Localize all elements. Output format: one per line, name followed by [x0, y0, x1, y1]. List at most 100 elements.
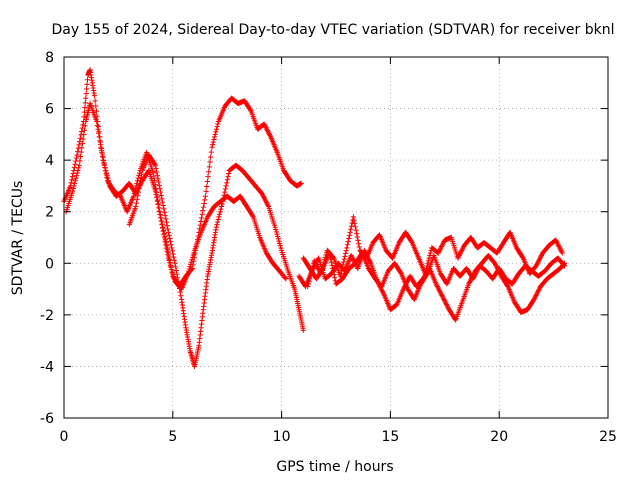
- data-point: [349, 220, 355, 226]
- data-point: [93, 108, 100, 114]
- data-point: [204, 183, 210, 190]
- data-point: [168, 264, 174, 271]
- data-point: [331, 272, 337, 278]
- data-point: [71, 164, 78, 170]
- data-point: [169, 245, 175, 251]
- data-point: [75, 145, 81, 151]
- data-point: [189, 257, 195, 263]
- chart-title: Day 155 of 2024, Sidereal Day-to-day VTE…: [52, 22, 615, 38]
- data-point: [164, 223, 170, 229]
- data-point: [161, 232, 167, 238]
- data-point: [351, 217, 357, 223]
- data-point: [91, 93, 98, 99]
- data-point: [166, 232, 172, 239]
- data-point: [93, 103, 99, 109]
- data-point: [170, 251, 176, 257]
- y-tick-label: -6: [40, 411, 54, 427]
- data-point: [158, 192, 164, 199]
- data-point: [176, 282, 182, 288]
- data-point: [178, 293, 184, 299]
- data-point: [224, 177, 231, 183]
- data-point: [155, 201, 161, 208]
- data-point: [83, 91, 89, 97]
- data-point: [188, 259, 194, 265]
- data-point: [81, 127, 88, 133]
- data-point: [216, 214, 222, 220]
- data-point: [165, 255, 172, 261]
- data-point: [75, 149, 81, 155]
- data-point: [205, 174, 211, 180]
- series-arc-2: [63, 100, 289, 292]
- data-point: [300, 327, 306, 333]
- data-point: [202, 197, 208, 203]
- data-point: [77, 135, 83, 141]
- data-point: [326, 250, 333, 256]
- data-point: [330, 265, 336, 272]
- data-point: [94, 118, 100, 125]
- data-point: [200, 204, 207, 210]
- data-point: [278, 245, 284, 251]
- data-point: [97, 138, 103, 144]
- data-point: [167, 239, 174, 245]
- data-point: [191, 250, 197, 256]
- data-point: [163, 219, 170, 225]
- data-point: [69, 177, 75, 183]
- data-point: [277, 243, 283, 249]
- data-point: [346, 235, 352, 242]
- data-point: [174, 271, 180, 277]
- data-point: [209, 144, 215, 150]
- plot-frame: [63, 56, 609, 419]
- data-point: [221, 192, 227, 198]
- data-point: [210, 139, 216, 145]
- data-point: [177, 289, 183, 295]
- data-point: [350, 214, 357, 220]
- data-point: [220, 195, 227, 201]
- data-point: [307, 273, 313, 279]
- data-point: [99, 153, 106, 159]
- data-point: [332, 275, 338, 281]
- data-point: [137, 182, 143, 188]
- data-point: [75, 167, 81, 174]
- data-point: [82, 123, 88, 129]
- data-point: [79, 145, 85, 151]
- data-markers: [61, 67, 568, 370]
- data-point: [84, 77, 91, 83]
- data-point: [176, 285, 183, 292]
- data-point: [190, 262, 196, 268]
- data-point: [158, 218, 164, 224]
- data-point: [167, 262, 174, 268]
- data-point: [353, 227, 359, 233]
- data-point: [274, 231, 280, 237]
- gridlines: [64, 57, 608, 418]
- data-point: [175, 278, 181, 284]
- data-point: [208, 149, 214, 155]
- data-point: [214, 222, 220, 228]
- data-point: [273, 229, 279, 235]
- y-tick-label: -2: [40, 308, 54, 324]
- data-point: [172, 260, 178, 266]
- data-point: [213, 126, 220, 132]
- data-point: [139, 171, 145, 177]
- data-point: [95, 126, 101, 132]
- data-point: [218, 203, 225, 210]
- data-point: [282, 275, 288, 281]
- data-point: [171, 254, 177, 260]
- data-point: [341, 259, 347, 265]
- data-point: [273, 226, 279, 233]
- data-point: [79, 140, 86, 146]
- data-point: [188, 261, 194, 267]
- data-point: [218, 206, 224, 212]
- data-point: [103, 167, 109, 174]
- data-point: [75, 165, 82, 171]
- data-point: [561, 262, 567, 268]
- data-point: [153, 166, 159, 172]
- data-point: [97, 142, 104, 148]
- data-point: [150, 170, 156, 176]
- data-point: [559, 250, 565, 256]
- data-point: [72, 178, 78, 184]
- data-point: [216, 211, 223, 217]
- data-point: [307, 276, 313, 282]
- data-point: [201, 200, 207, 207]
- data-point: [72, 161, 78, 167]
- data-point: [101, 162, 108, 168]
